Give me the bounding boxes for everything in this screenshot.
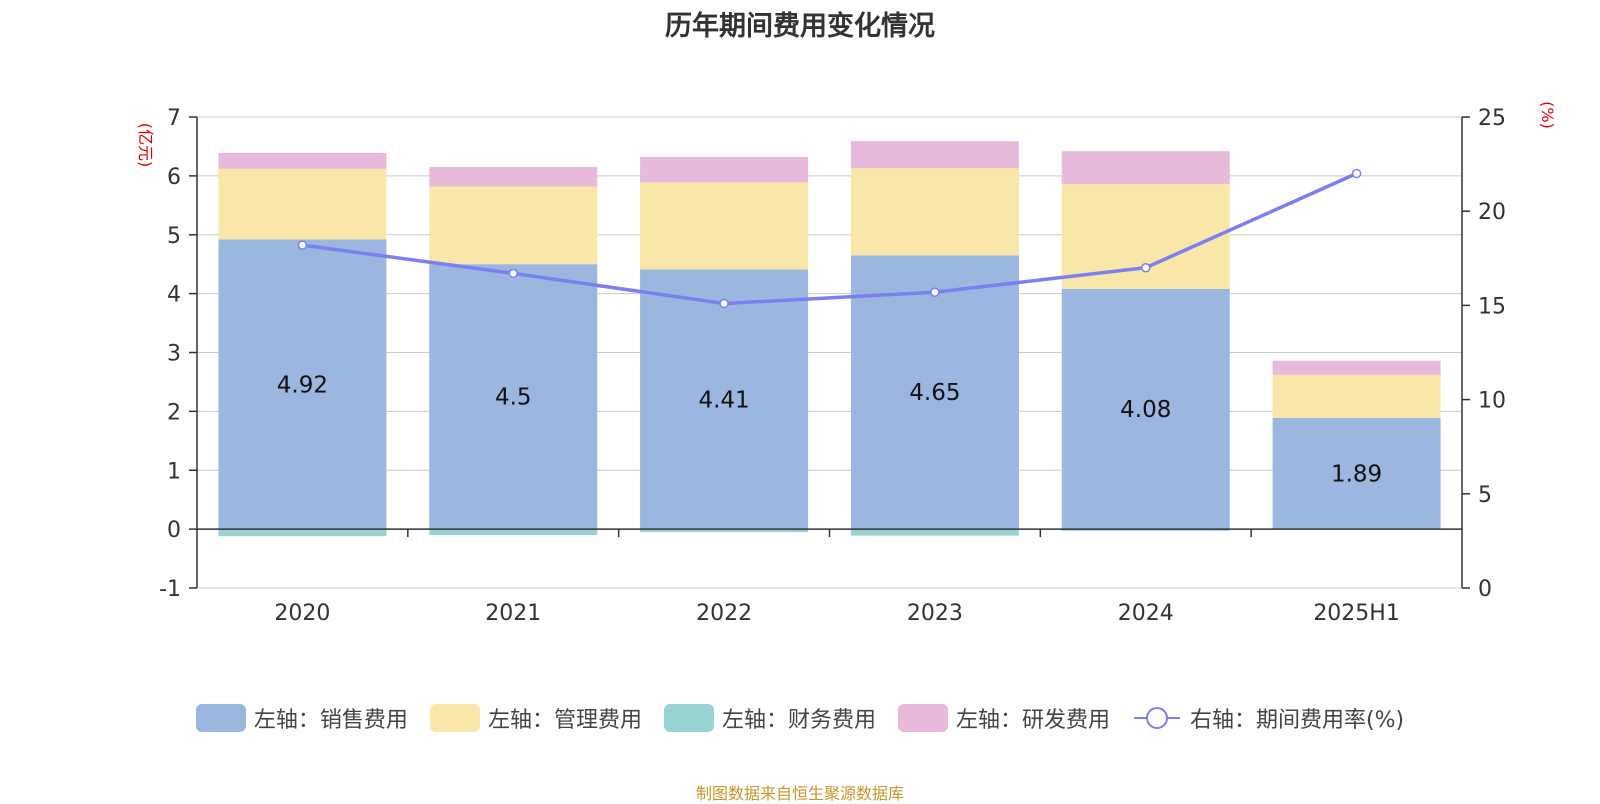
bar-segment-2 bbox=[850, 168, 1019, 256]
chart-title: 历年期间费用变化情况 bbox=[665, 11, 935, 42]
bar-segment-4 bbox=[640, 157, 809, 183]
legend-swatch-sales bbox=[195, 704, 246, 732]
right-tick-label: 15 bbox=[1478, 294, 1506, 319]
bar-segment-1 bbox=[850, 255, 1019, 530]
bar-data-label: 4.08 bbox=[1120, 397, 1171, 423]
legend-label-finance: 左轴：财务费用 bbox=[721, 708, 876, 733]
left-tick-label: -1 bbox=[159, 577, 181, 602]
bars bbox=[218, 141, 1441, 537]
category-label: 2020 bbox=[274, 601, 330, 626]
left-tick-label: 5 bbox=[167, 224, 181, 249]
category-label: 2024 bbox=[1118, 601, 1174, 626]
bar-segment-1 bbox=[429, 264, 598, 530]
bar-segment-4 bbox=[218, 152, 387, 169]
bar-segment-3 bbox=[429, 529, 598, 536]
rate-point bbox=[930, 287, 940, 297]
category-label: 2023 bbox=[907, 601, 963, 626]
bar-segment-4 bbox=[1061, 151, 1230, 185]
bar-data-label: 4.92 bbox=[277, 372, 328, 398]
bar-segment-2 bbox=[1272, 374, 1441, 418]
right-tick-label: 0 bbox=[1478, 577, 1492, 602]
bar-segment-3 bbox=[1061, 529, 1230, 531]
legend-swatch-finance bbox=[663, 704, 714, 732]
bar-segment-1 bbox=[1272, 417, 1441, 530]
bar-data-label: 4.5 bbox=[495, 385, 532, 411]
chart: -1 0 1 2 3 4 5 6 7 0 5 10 15 20 25 2020 2021 2022 2023 2024… bbox=[136, 101, 1557, 626]
left-tick-label: 4 bbox=[167, 283, 181, 308]
rate-line-path bbox=[302, 171, 1358, 306]
grid bbox=[197, 116, 1462, 589]
bar-segment-2 bbox=[640, 182, 809, 270]
legend-label-rate: 右轴：期间费用率(%) bbox=[1189, 708, 1405, 733]
bar-segment-1 bbox=[1061, 288, 1230, 530]
legend-item-rd[interactable]: 左轴：研发费用 bbox=[897, 702, 1110, 734]
rate-point bbox=[719, 298, 729, 309]
axes: -1 0 1 2 3 4 5 6 7 0 5 10 15 20 25 2020 2021 2022 2023 2024… bbox=[159, 106, 1506, 626]
left-tick-label: 7 bbox=[167, 106, 181, 131]
rate-point bbox=[508, 268, 518, 279]
right-tick-label: 20 bbox=[1478, 200, 1506, 225]
rate-point bbox=[297, 240, 308, 250]
expense-rate-line bbox=[297, 168, 1362, 309]
rate-point bbox=[1351, 168, 1362, 179]
bar-segment-3 bbox=[218, 529, 387, 537]
bar-segment-2 bbox=[218, 168, 387, 240]
bar-data-label: 1.89 bbox=[1331, 461, 1382, 487]
left-axis-unit: (亿元) bbox=[136, 123, 155, 168]
data-labels: 4.92 4.5 4.41 4.65 4.08 1.89 bbox=[277, 372, 1382, 487]
source-note: 制图数据来自恒生聚源数据库 bbox=[695, 784, 904, 803]
rate-point bbox=[1141, 262, 1151, 273]
right-axis-unit: (%) bbox=[1538, 101, 1557, 129]
right-tick-label: 5 bbox=[1478, 483, 1492, 508]
legend-item-rate[interactable]: 右轴：期间费用率(%) bbox=[1132, 702, 1404, 734]
left-tick-label: 2 bbox=[167, 400, 181, 425]
legend-swatch-rd bbox=[897, 704, 948, 732]
bar-segment-3 bbox=[850, 529, 1019, 536]
right-tick-label: 10 bbox=[1478, 389, 1506, 414]
bar-segment-4 bbox=[850, 141, 1019, 169]
bar-data-label: 4.41 bbox=[698, 387, 749, 413]
bar-data-label: 4.65 bbox=[909, 380, 960, 406]
left-tick-label: 1 bbox=[167, 459, 181, 484]
bar-segment-1 bbox=[640, 269, 809, 530]
legend-label-sales: 左轴：销售费用 bbox=[253, 708, 408, 733]
legend-label-rd: 左轴：研发费用 bbox=[955, 708, 1110, 733]
category-label: 2025H1 bbox=[1313, 601, 1400, 626]
bar-segment-2 bbox=[429, 186, 598, 265]
bar-segment-4 bbox=[429, 167, 598, 187]
left-tick-label: 3 bbox=[167, 342, 181, 367]
bar-segment-3 bbox=[640, 529, 809, 533]
category-label: 2022 bbox=[696, 601, 752, 626]
category-label: 2021 bbox=[485, 601, 541, 626]
bar-segment-4 bbox=[1272, 360, 1441, 375]
left-tick-label: 0 bbox=[167, 518, 181, 543]
legend-item-finance[interactable]: 左轴：财务费用 bbox=[663, 702, 876, 734]
legend-label-admin: 左轴：管理费用 bbox=[487, 708, 642, 733]
right-tick-label: 25 bbox=[1478, 106, 1506, 131]
bar-segment-1 bbox=[218, 239, 387, 530]
legend-line-marker-icon bbox=[1133, 707, 1180, 729]
left-tick-label: 6 bbox=[167, 165, 181, 190]
legend-swatch-admin bbox=[429, 704, 480, 732]
legend-item-sales[interactable]: 左轴：销售费用 bbox=[195, 702, 408, 734]
legend-item-admin[interactable]: 左轴：管理费用 bbox=[429, 702, 642, 734]
legend: 左轴：销售费用 左轴：管理费用 左轴：财务费用 左轴：研发费用 右轴：期间费用率… bbox=[0, 702, 1600, 734]
